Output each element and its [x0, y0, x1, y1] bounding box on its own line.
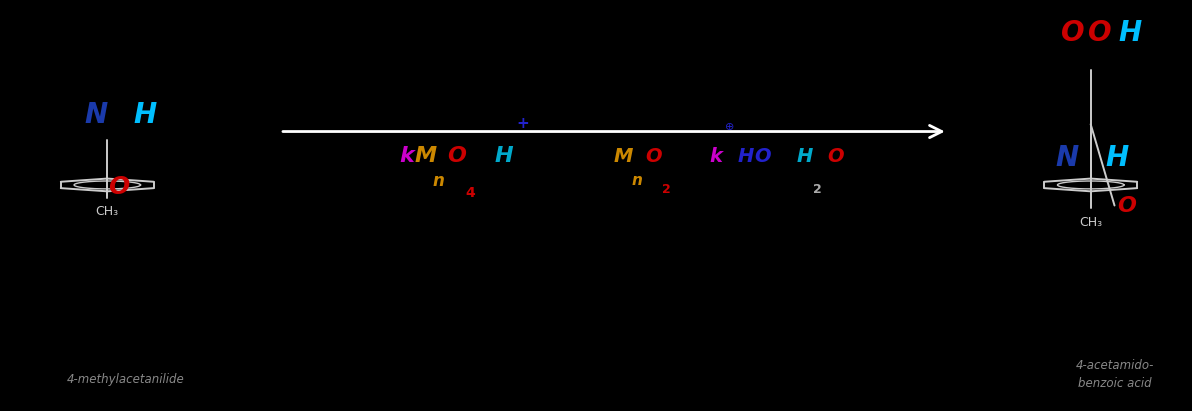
Text: O: O — [447, 146, 466, 166]
Text: H: H — [738, 147, 755, 166]
Text: M: M — [614, 147, 633, 166]
Text: benzoic acid: benzoic acid — [1078, 377, 1151, 390]
Text: O: O — [1117, 196, 1136, 215]
Text: 4: 4 — [465, 186, 474, 200]
Text: H: H — [495, 146, 514, 166]
Text: H: H — [796, 147, 813, 166]
Text: 2: 2 — [662, 182, 670, 196]
Text: N: N — [1055, 144, 1079, 172]
Text: O: O — [1061, 19, 1085, 47]
Text: O: O — [827, 147, 844, 166]
Text: O: O — [645, 147, 662, 166]
Text: k: k — [709, 147, 722, 166]
Text: 2: 2 — [813, 182, 821, 196]
Text: 4-methylacetanilide: 4-methylacetanilide — [67, 373, 184, 386]
Text: N: N — [83, 101, 107, 129]
Text: O: O — [108, 175, 130, 199]
Text: O: O — [755, 147, 771, 166]
Text: H: H — [1105, 144, 1129, 172]
Text: ⊕: ⊕ — [725, 122, 734, 132]
Text: M: M — [415, 146, 437, 166]
Text: O: O — [1088, 19, 1112, 47]
Text: k: k — [399, 146, 414, 166]
Text: CH₃: CH₃ — [95, 206, 119, 218]
Text: n: n — [433, 172, 445, 190]
Text: H: H — [1118, 19, 1142, 47]
Text: CH₃: CH₃ — [1079, 216, 1103, 229]
Text: +: + — [516, 116, 529, 131]
Text: H: H — [134, 101, 157, 129]
Text: n: n — [632, 173, 642, 188]
Text: 4-acetamido-: 4-acetamido- — [1075, 359, 1154, 372]
